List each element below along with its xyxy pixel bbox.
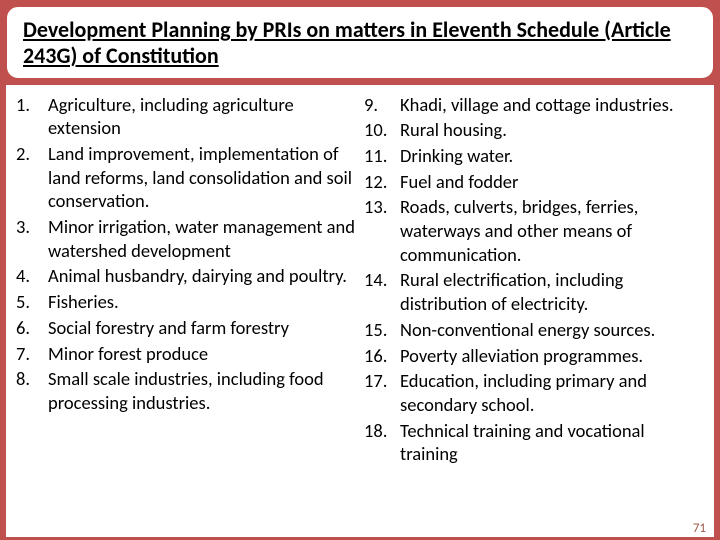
- list-item-number: 6.: [16, 316, 48, 340]
- list-item-text: Agriculture, including agriculture exten…: [48, 93, 356, 140]
- list-item-number: 12.: [364, 170, 400, 194]
- left-column: 1.Agriculture, including agriculture ext…: [16, 93, 362, 529]
- list-item-text: Minor forest produce: [48, 342, 356, 366]
- list-item-number: 9.: [364, 93, 400, 117]
- list-item: 2.Land improvement, implementation of la…: [16, 142, 356, 213]
- content-panel: 1.Agriculture, including agriculture ext…: [6, 85, 714, 537]
- list-item: 13.Roads, culverts, bridges, ferries, wa…: [364, 195, 704, 266]
- list-item-text: Education, including primary and seconda…: [400, 369, 704, 416]
- list-item-text: Khadi, village and cottage industries.: [400, 93, 704, 117]
- list-item-number: 11.: [364, 144, 400, 168]
- title-card: Development Planning by PRIs on matters …: [6, 6, 714, 79]
- list-item: 12.Fuel and fodder: [364, 170, 704, 194]
- list-item: 11.Drinking water.: [364, 144, 704, 168]
- list-item: 1.Agriculture, including agriculture ext…: [16, 93, 356, 140]
- list-item: 3.Minor irrigation, water management and…: [16, 215, 356, 262]
- list-item: 9.Khadi, village and cottage industries.: [364, 93, 704, 117]
- list-item: 15.Non-conventional energy sources.: [364, 318, 704, 342]
- list-item: 6.Social forestry and farm forestry: [16, 316, 356, 340]
- list-item-text: Rural housing.: [400, 118, 704, 142]
- list-item-text: Minor irrigation, water management and w…: [48, 215, 356, 262]
- list-item-number: 3.: [16, 215, 48, 262]
- list-item-text: Drinking water.: [400, 144, 704, 168]
- list-item: 5.Fisheries.: [16, 290, 356, 314]
- list-item-text: Rural electrification, including distrib…: [400, 268, 704, 315]
- list-item-number: 13.: [364, 195, 400, 266]
- list-item: 14.Rural electrification, including dist…: [364, 268, 704, 315]
- list-item: 17.Education, including primary and seco…: [364, 369, 704, 416]
- list-item-number: 1.: [16, 93, 48, 140]
- list-item-number: 14.: [364, 268, 400, 315]
- list-item-number: 2.: [16, 142, 48, 213]
- list-item-text: Animal husbandry, dairying and poultry.: [48, 264, 356, 288]
- list-item-number: 7.: [16, 342, 48, 366]
- list-item-text: Land improvement, implementation of land…: [48, 142, 356, 213]
- list-item-text: Non-conventional energy sources.: [400, 318, 704, 342]
- list-item: 16.Poverty alleviation programmes.: [364, 344, 704, 368]
- list-item: 7.Minor forest produce: [16, 342, 356, 366]
- list-item-text: Poverty alleviation programmes.: [400, 344, 704, 368]
- list-item-number: 16.: [364, 344, 400, 368]
- list-item: 4.Animal husbandry, dairying and poultry…: [16, 264, 356, 288]
- list-item-text: Fisheries.: [48, 290, 356, 314]
- right-column: 9.Khadi, village and cottage industries.…: [362, 93, 704, 529]
- list-item-number: 5.: [16, 290, 48, 314]
- list-item-number: 15.: [364, 318, 400, 342]
- list-item-text: Social forestry and farm forestry: [48, 316, 356, 340]
- list-item: 10.Rural housing.: [364, 118, 704, 142]
- list-item-number: 10.: [364, 118, 400, 142]
- list-item-number: 18.: [364, 419, 400, 466]
- list-item-text: Roads, culverts, bridges, ferries, water…: [400, 195, 704, 266]
- list-item-text: Fuel and fodder: [400, 170, 704, 194]
- list-item-number: 17.: [364, 369, 400, 416]
- page-number: 71: [693, 521, 706, 536]
- slide-title: Development Planning by PRIs on matters …: [23, 17, 697, 70]
- list-item-text: Small scale industries, including food p…: [48, 367, 356, 414]
- list-item: 18.Technical training and vocational tra…: [364, 419, 704, 466]
- list-item: 8.Small scale industries, including food…: [16, 367, 356, 414]
- list-item-number: 8.: [16, 367, 48, 414]
- list-item-number: 4.: [16, 264, 48, 288]
- list-item-text: Technical training and vocational traini…: [400, 419, 704, 466]
